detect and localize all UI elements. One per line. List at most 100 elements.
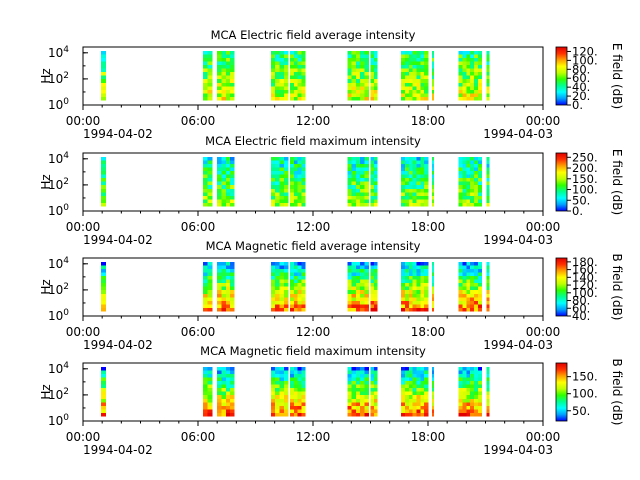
heatmap-cell: [202, 367, 208, 371]
heatmap-cell: [416, 167, 421, 172]
heatmap-cell: [401, 54, 406, 59]
heatmap-cell: [351, 164, 357, 168]
heatmap-cell: [207, 54, 213, 59]
heatmap-cell: [420, 167, 425, 172]
heatmap-cell: [221, 272, 227, 277]
heatmap-cell: [458, 367, 463, 371]
heatmap-cell: [283, 51, 289, 55]
heatmap-cell: [230, 181, 235, 186]
heatmap-cell: [290, 157, 295, 161]
heatmap-cell: [405, 65, 410, 69]
heatmap-cell: [401, 283, 406, 288]
heatmap-cell: [420, 93, 425, 98]
heatmap-cell: [230, 93, 235, 98]
heatmap-cell: [458, 75, 463, 80]
heatmap-cell: [279, 283, 285, 288]
heatmap-cell: [221, 374, 227, 378]
heatmap-cell: [412, 391, 417, 396]
heatmap-cell: [370, 293, 375, 298]
heatmap-cell: [416, 195, 421, 200]
heatmap-cell: [279, 398, 285, 403]
heatmap-cell: [408, 174, 413, 179]
heatmap-cell: [458, 283, 463, 288]
heatmap-cell: [225, 65, 231, 69]
heatmap-cell: [466, 202, 471, 207]
heatmap-cell: [466, 157, 471, 161]
heatmap-cell: [486, 265, 490, 270]
heatmap-cell: [225, 58, 231, 62]
heatmap-cell: [462, 65, 467, 69]
heatmap-cell: [270, 262, 276, 266]
heatmap-cell: [355, 174, 361, 179]
heatmap-cell: [293, 402, 298, 407]
heatmap-cell: [405, 307, 410, 312]
heatmap-cell: [401, 75, 406, 80]
heatmap-cell: [416, 290, 421, 295]
heatmap-cell: [283, 290, 289, 295]
heatmap-cell: [470, 82, 475, 87]
heatmap-cell: [364, 79, 369, 84]
heatmap-cell: [408, 185, 413, 190]
heatmap-cell: [462, 283, 467, 288]
heatmap-cell: [466, 68, 471, 73]
heatmap-cell: [458, 395, 463, 400]
heatmap-cell: [370, 381, 375, 385]
heatmap-cell: [279, 262, 285, 266]
heatmap-cell: [279, 75, 285, 80]
heatmap-cell: [293, 262, 298, 266]
heatmap-cell: [408, 370, 413, 375]
heatmap-cell: [351, 75, 357, 80]
heatmap-cell: [297, 174, 302, 179]
heatmap-cell: [412, 157, 417, 161]
heatmap-cell: [458, 160, 463, 165]
heatmap-cell: [275, 61, 280, 66]
heatmap-cell: [401, 293, 406, 298]
heatmap-cell: [275, 391, 280, 396]
heatmap-cell: [351, 300, 357, 305]
heatmap-cell: [283, 262, 289, 266]
heatmap-cell: [408, 61, 413, 66]
heatmap-cell: [431, 290, 435, 295]
heatmap-cell: [279, 199, 285, 204]
heatmap-cell: [477, 388, 482, 393]
heatmap-cell: [420, 307, 425, 312]
y-tick-label: 102: [48, 71, 69, 86]
heatmap-cell: [458, 93, 463, 98]
heatmap-cell: [431, 304, 435, 309]
heatmap-cell: [355, 72, 361, 77]
heatmap-cell: [462, 398, 467, 403]
heatmap-cell: [290, 75, 295, 80]
heatmap-cell: [408, 293, 413, 298]
heatmap-cell: [474, 290, 479, 295]
heatmap-cell: [474, 293, 479, 298]
heatmap-cell: [355, 68, 361, 73]
heatmap-cell: [293, 188, 298, 193]
heatmap-cell: [293, 89, 298, 94]
heatmap-cell: [230, 61, 235, 66]
heatmap-cell: [420, 283, 425, 288]
heatmap-cell: [270, 96, 276, 101]
heatmap-cell: [279, 388, 285, 393]
heatmap-cell: [373, 185, 378, 190]
heatmap-cell: [470, 61, 475, 66]
heatmap-cell: [202, 167, 208, 172]
heatmap-cell: [412, 72, 417, 77]
heatmap-cell: [424, 167, 429, 172]
heatmap-cell: [217, 65, 222, 69]
heatmap-cell: [202, 58, 208, 62]
heatmap-cell: [301, 54, 306, 59]
x-tick-label: 00:00: [526, 220, 561, 234]
heatmap-cell: [207, 79, 213, 84]
heatmap-cell: [420, 174, 425, 179]
heatmap-cell: [486, 374, 490, 378]
heatmap-cell: [360, 174, 365, 179]
heatmap-cell: [431, 367, 435, 371]
heatmap-cell: [408, 402, 413, 407]
heatmap-cell: [408, 188, 413, 193]
heatmap-cell: [207, 262, 213, 266]
heatmap-cell: [466, 185, 471, 190]
heatmap-cell: [462, 185, 467, 190]
heatmap-cell: [297, 381, 302, 385]
heatmap-cell: [275, 388, 280, 393]
heatmap-cell: [424, 279, 429, 284]
